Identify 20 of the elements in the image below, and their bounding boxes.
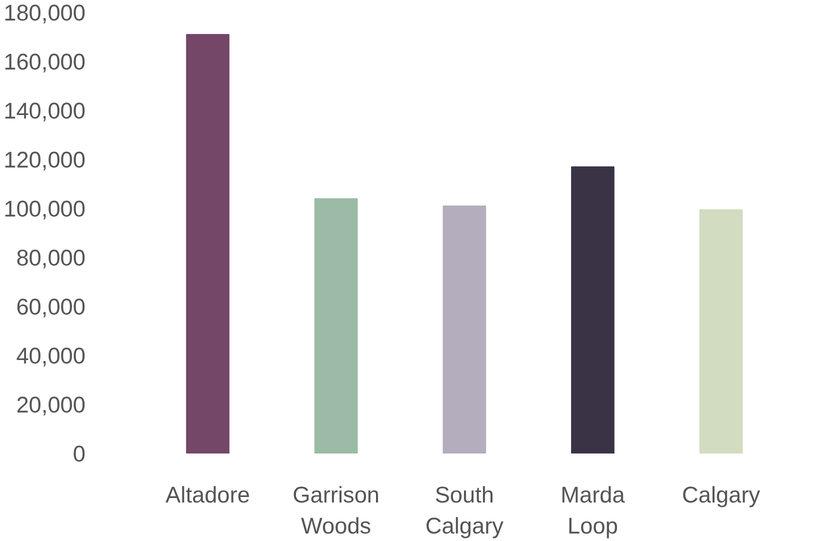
bar — [314, 198, 358, 454]
bar — [186, 34, 230, 454]
bar — [571, 166, 614, 454]
x-tick-label: South Calgary — [425, 482, 504, 539]
y-tick-label: 80,000 — [16, 244, 86, 270]
y-tick-label: 40,000 — [16, 342, 86, 368]
x-tick-label: Garrison Woods — [292, 482, 380, 539]
x-tick-label: Marda Loop — [560, 482, 626, 539]
y-tick-label: 20,000 — [16, 392, 86, 418]
y-tick-label: 140,000 — [4, 98, 86, 124]
bar — [442, 206, 486, 454]
y-tick-label: 100,000 — [4, 196, 86, 222]
y-tick-label: 0 — [72, 440, 86, 466]
bar — [699, 209, 743, 454]
x-tick-label: Altadore — [166, 482, 250, 508]
y-tick-label: 160,000 — [4, 48, 86, 74]
y-tick-label: 60,000 — [16, 294, 86, 320]
x-tick-label: Calgary — [682, 482, 761, 508]
y-tick-label: 120,000 — [4, 146, 86, 172]
y-tick-label: 180,000 — [4, 0, 86, 26]
